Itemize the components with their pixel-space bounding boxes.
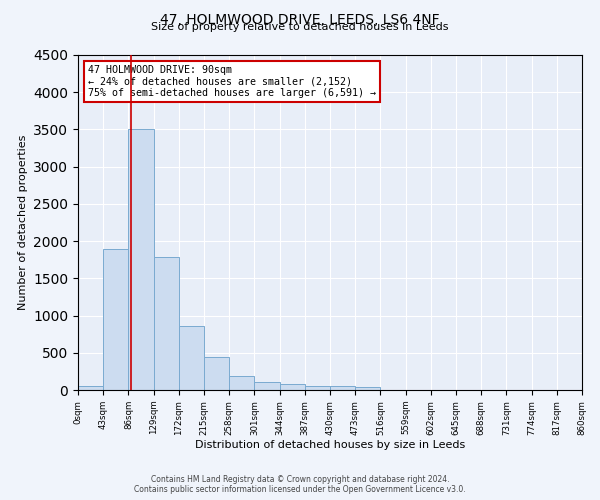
Bar xyxy=(229,376,254,390)
Bar xyxy=(128,130,154,390)
Bar xyxy=(204,356,229,390)
Bar xyxy=(103,248,128,390)
Bar xyxy=(154,258,179,390)
Bar xyxy=(330,386,355,390)
Text: Size of property relative to detached houses in Leeds: Size of property relative to detached ho… xyxy=(151,22,449,32)
Bar xyxy=(179,326,204,390)
Bar xyxy=(254,382,280,390)
Bar xyxy=(305,386,330,390)
X-axis label: Distribution of detached houses by size in Leeds: Distribution of detached houses by size … xyxy=(195,440,465,450)
Y-axis label: Number of detached properties: Number of detached properties xyxy=(17,135,28,310)
Bar xyxy=(280,384,305,390)
Text: 47, HOLMWOOD DRIVE, LEEDS, LS6 4NF: 47, HOLMWOOD DRIVE, LEEDS, LS6 4NF xyxy=(160,12,440,26)
Bar xyxy=(355,387,380,390)
Bar xyxy=(78,386,103,390)
Text: 47 HOLMWOOD DRIVE: 90sqm
← 24% of detached houses are smaller (2,152)
75% of sem: 47 HOLMWOOD DRIVE: 90sqm ← 24% of detach… xyxy=(88,65,376,98)
Text: Contains HM Land Registry data © Crown copyright and database right 2024.
Contai: Contains HM Land Registry data © Crown c… xyxy=(134,474,466,494)
